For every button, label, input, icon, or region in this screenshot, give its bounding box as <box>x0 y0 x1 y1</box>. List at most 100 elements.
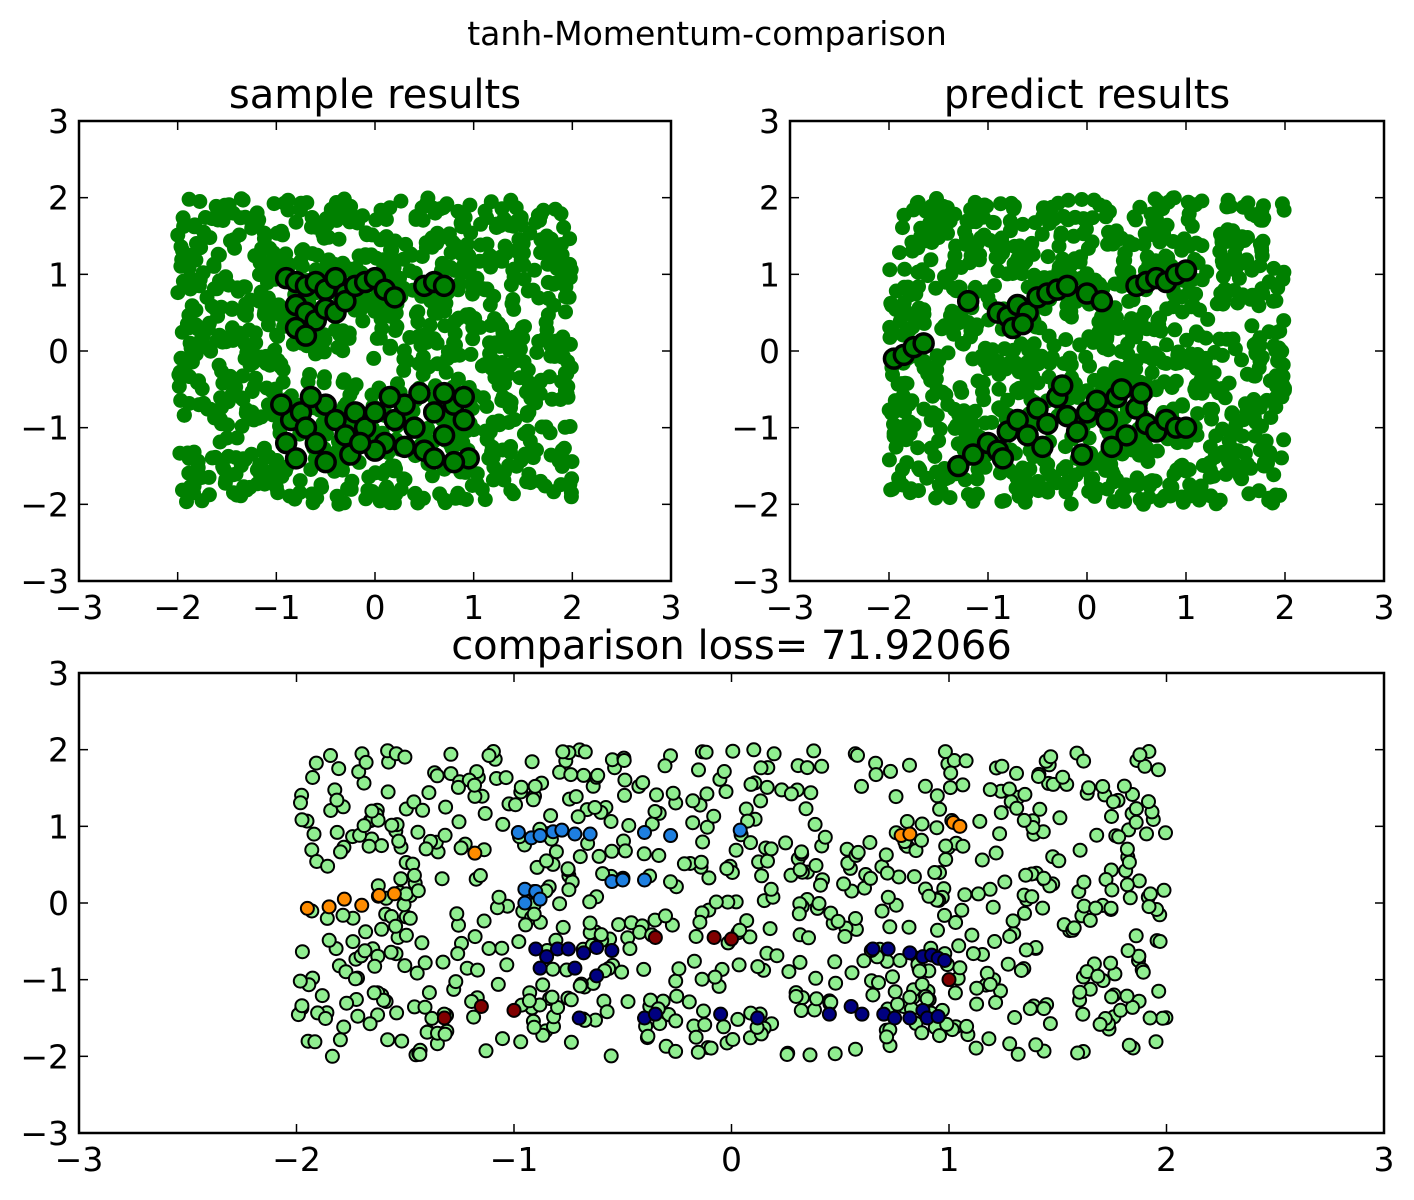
background-point <box>591 848 607 864</box>
background-point <box>308 219 324 235</box>
navy-point <box>571 1010 587 1026</box>
background-point <box>347 971 363 987</box>
background-point <box>1063 496 1079 512</box>
background-point <box>447 326 463 341</box>
background-point <box>1150 762 1166 778</box>
x-tick-label: 2 <box>562 588 583 627</box>
background-point <box>355 313 371 329</box>
background-point <box>1000 956 1016 972</box>
background-point <box>955 777 971 793</box>
background-point <box>753 793 769 809</box>
background-point <box>1082 912 1098 928</box>
background-point <box>307 1034 323 1050</box>
blue-point <box>637 872 652 888</box>
background-point <box>937 907 952 923</box>
background-point <box>1164 380 1180 395</box>
background-point <box>1266 338 1282 354</box>
background-point <box>896 207 912 223</box>
background-point <box>429 335 445 351</box>
background-point <box>1119 877 1135 893</box>
background-point <box>668 1043 684 1059</box>
y-tick-label: 3 <box>48 654 69 693</box>
background-point <box>962 255 978 271</box>
background-point <box>1269 378 1284 394</box>
navy-point <box>821 1006 837 1022</box>
comparison-axes: comparison loss= 71.92066 −3 −2 −1 0 1 2 3 3 2 1 0 −… <box>20 623 1394 1179</box>
background-point <box>1260 455 1275 471</box>
background-point <box>766 746 782 762</box>
background-point <box>292 202 308 218</box>
background-point <box>898 432 914 448</box>
background-point <box>377 305 392 321</box>
background-point <box>397 958 413 974</box>
background-point <box>880 889 896 905</box>
background-point <box>358 924 374 940</box>
background-point <box>927 229 942 245</box>
background-point <box>848 1041 863 1057</box>
sample-results-axes: sample results −3 −2 −1 0 1 2 3 3 2 1 0 −1 −2 −3 <box>20 72 681 627</box>
background-point <box>321 932 337 948</box>
background-point <box>194 470 210 485</box>
background-point <box>437 318 453 334</box>
background-point <box>202 401 218 417</box>
x-tick-label: −2 <box>865 588 914 627</box>
x-tick-label: 3 <box>1374 1140 1395 1179</box>
background-point <box>1151 983 1167 999</box>
background-point <box>1095 779 1111 794</box>
orange-point <box>321 899 337 915</box>
background-point <box>1247 368 1263 384</box>
background-point <box>335 255 351 271</box>
background-point <box>850 747 865 763</box>
background-point <box>987 934 1003 949</box>
background-point <box>244 446 260 462</box>
background-point <box>410 304 426 320</box>
background-point <box>443 746 459 762</box>
background-point <box>366 350 382 366</box>
background-point <box>450 779 466 795</box>
background-point <box>1148 253 1164 269</box>
class-1-point <box>422 447 446 470</box>
x-tick-label: 3 <box>661 588 682 627</box>
background-point <box>828 975 844 991</box>
background-point <box>295 242 311 258</box>
background-point <box>1251 483 1267 499</box>
navy-point <box>647 1006 663 1022</box>
navy-point <box>589 939 605 955</box>
background-point <box>294 812 310 828</box>
background-point <box>1139 321 1155 337</box>
background-point <box>901 323 917 338</box>
background-point <box>1219 199 1235 215</box>
background-point <box>332 1032 348 1048</box>
background-point <box>1103 955 1119 971</box>
background-point <box>1182 477 1198 493</box>
class-1-point <box>1051 374 1074 397</box>
background-point <box>1051 853 1067 869</box>
background-point <box>237 279 253 295</box>
background-point <box>883 482 899 498</box>
background-point <box>910 194 926 210</box>
background-point <box>343 198 359 214</box>
background-point <box>485 472 501 488</box>
background-point <box>1002 223 1018 239</box>
background-point <box>1141 899 1157 915</box>
background-point <box>374 253 390 269</box>
background-point <box>421 785 437 801</box>
background-point <box>1174 304 1190 320</box>
background-point <box>763 841 779 857</box>
background-point <box>837 929 853 944</box>
background-point <box>1014 266 1030 282</box>
background-point <box>603 814 619 829</box>
background-point <box>361 838 377 854</box>
background-point <box>997 874 1013 890</box>
background-point <box>181 260 197 276</box>
background-point <box>270 485 286 501</box>
background-point <box>929 788 945 804</box>
background-point <box>519 474 535 490</box>
background-point <box>260 317 276 333</box>
dark-red-point <box>941 972 957 988</box>
background-point <box>332 327 348 342</box>
background-point <box>1276 432 1292 448</box>
background-point <box>562 419 578 434</box>
background-point <box>657 758 673 774</box>
background-point <box>440 351 455 367</box>
